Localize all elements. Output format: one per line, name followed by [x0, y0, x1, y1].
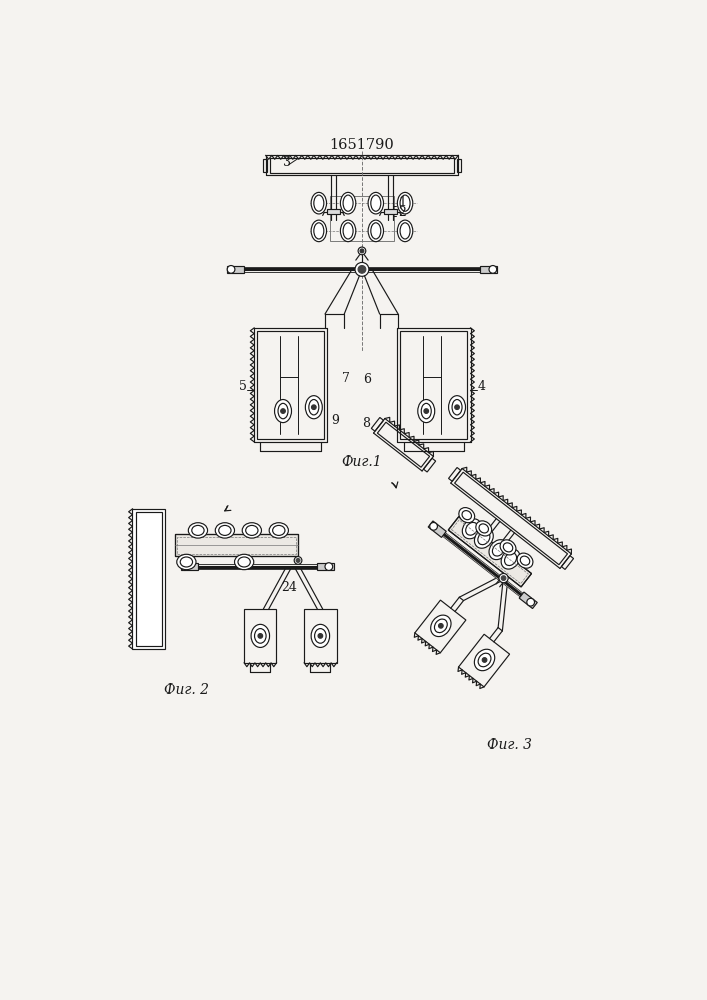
- Circle shape: [358, 247, 366, 255]
- Ellipse shape: [476, 521, 491, 536]
- Circle shape: [360, 249, 364, 253]
- Ellipse shape: [188, 523, 208, 538]
- Bar: [132, 509, 165, 649]
- Ellipse shape: [269, 523, 288, 538]
- Ellipse shape: [305, 396, 322, 419]
- Text: 7: 7: [342, 372, 350, 385]
- Circle shape: [227, 266, 235, 273]
- Bar: [269, 158, 455, 173]
- Ellipse shape: [311, 220, 327, 242]
- Text: 1651790: 1651790: [329, 138, 395, 152]
- Ellipse shape: [489, 540, 508, 560]
- Text: Фиг. 2: Фиг. 2: [164, 683, 209, 697]
- Ellipse shape: [459, 508, 474, 523]
- Ellipse shape: [311, 624, 329, 647]
- Text: 1: 1: [398, 196, 406, 209]
- Bar: [181, 563, 198, 570]
- Text: 8: 8: [362, 417, 370, 430]
- Bar: [400, 331, 467, 439]
- Polygon shape: [428, 521, 446, 537]
- Ellipse shape: [177, 554, 196, 570]
- Ellipse shape: [462, 519, 481, 539]
- Ellipse shape: [397, 192, 413, 214]
- Text: 4: 4: [477, 379, 486, 392]
- Bar: [262, 159, 267, 172]
- Bar: [175, 534, 298, 556]
- Bar: [136, 512, 162, 646]
- Ellipse shape: [474, 649, 495, 671]
- Ellipse shape: [235, 554, 254, 570]
- Ellipse shape: [274, 400, 291, 423]
- Bar: [327, 209, 339, 214]
- Circle shape: [318, 634, 322, 638]
- Bar: [480, 266, 497, 273]
- Text: Фиг.1: Фиг.1: [341, 455, 382, 469]
- Ellipse shape: [243, 523, 262, 538]
- Bar: [385, 209, 397, 214]
- Circle shape: [430, 522, 438, 530]
- Text: Фиг. 3: Фиг. 3: [487, 738, 532, 752]
- Ellipse shape: [368, 220, 383, 242]
- Circle shape: [296, 559, 300, 562]
- Text: 5: 5: [238, 379, 247, 392]
- Circle shape: [501, 576, 506, 580]
- Circle shape: [294, 557, 302, 564]
- Bar: [317, 563, 334, 570]
- Ellipse shape: [500, 540, 516, 555]
- Circle shape: [355, 262, 369, 276]
- Ellipse shape: [311, 192, 327, 214]
- Polygon shape: [519, 592, 537, 609]
- Ellipse shape: [474, 528, 493, 548]
- Circle shape: [312, 405, 316, 410]
- Bar: [244, 609, 276, 663]
- Text: 3: 3: [283, 156, 291, 169]
- Text: 6: 6: [363, 373, 371, 386]
- Circle shape: [482, 658, 487, 662]
- Circle shape: [424, 409, 428, 413]
- Bar: [175, 534, 298, 556]
- Ellipse shape: [251, 624, 269, 647]
- Ellipse shape: [340, 192, 356, 214]
- Ellipse shape: [397, 220, 413, 242]
- Ellipse shape: [418, 400, 435, 423]
- Ellipse shape: [431, 615, 451, 637]
- Circle shape: [358, 266, 366, 273]
- Bar: [329, 196, 395, 241]
- Circle shape: [527, 598, 534, 606]
- Ellipse shape: [215, 523, 235, 538]
- Bar: [457, 159, 461, 172]
- Text: 9: 9: [331, 414, 339, 427]
- Bar: [257, 331, 325, 439]
- Circle shape: [489, 266, 497, 273]
- Ellipse shape: [501, 549, 520, 569]
- Ellipse shape: [448, 396, 465, 419]
- Circle shape: [325, 563, 333, 570]
- Circle shape: [455, 405, 460, 410]
- Ellipse shape: [368, 192, 383, 214]
- Text: 24: 24: [281, 581, 297, 594]
- Circle shape: [281, 409, 286, 413]
- Ellipse shape: [517, 553, 533, 568]
- Circle shape: [438, 624, 443, 628]
- Circle shape: [499, 573, 508, 583]
- Ellipse shape: [340, 220, 356, 242]
- Bar: [227, 266, 244, 273]
- Circle shape: [181, 563, 189, 570]
- Polygon shape: [448, 517, 532, 587]
- Bar: [304, 609, 337, 663]
- Text: 2: 2: [398, 206, 406, 219]
- Circle shape: [258, 634, 262, 638]
